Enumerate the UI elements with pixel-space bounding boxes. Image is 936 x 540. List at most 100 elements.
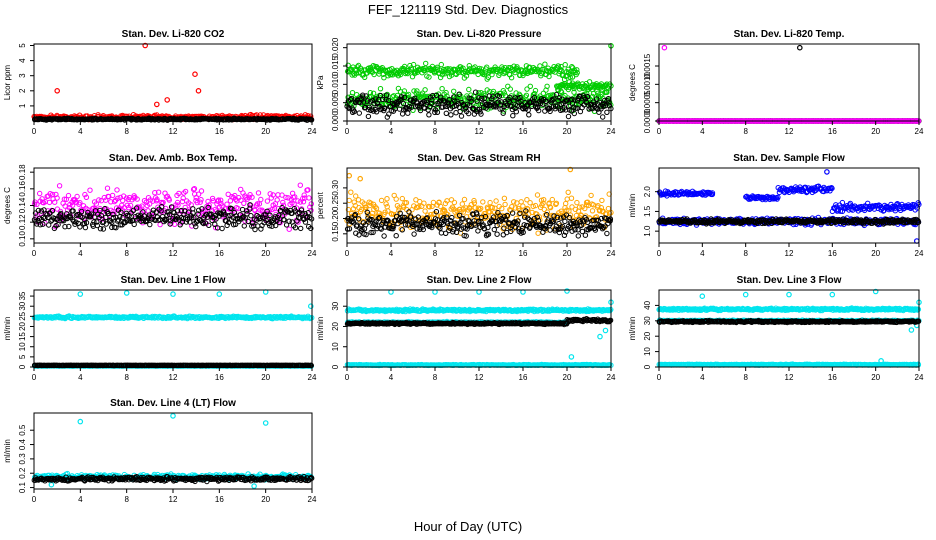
data-point: [451, 88, 457, 95]
data-point: [461, 196, 468, 203]
data-point: [422, 208, 428, 214]
data-point: [351, 71, 357, 77]
data-point: [451, 199, 458, 206]
data-point: [274, 197, 280, 203]
outlier-point: [796, 44, 803, 51]
x-tick-label: 12: [169, 249, 178, 258]
data-point: [569, 64, 575, 70]
panel-ylabel: Licor ppm: [3, 65, 12, 100]
data-point: [565, 189, 571, 196]
x-tick-label: 0: [345, 127, 350, 136]
data-point: [411, 231, 417, 237]
panel-ylabel: degrees C: [3, 187, 12, 224]
outlier-point: [142, 42, 149, 49]
data-point: [448, 112, 454, 118]
x-axis: 0 4 8 12 16 20 24: [32, 243, 317, 258]
figure-title: FEF_121119 Std. Dev. Diagnostics: [368, 2, 569, 17]
y-tick-label: 5: [18, 43, 27, 48]
data-point: [565, 113, 572, 120]
data-point: [393, 233, 399, 239]
data-point: [100, 226, 107, 232]
data-point: [455, 69, 462, 76]
x-tick-label: 4: [389, 249, 394, 258]
y-tick-label: 2: [18, 88, 27, 93]
data-point: [198, 188, 205, 194]
x-tick-label: 0: [657, 127, 662, 136]
y-tick-label: 0.020: [331, 37, 340, 58]
data-point: [384, 196, 390, 202]
x-tick-label: 24: [308, 249, 317, 258]
data-point: [346, 197, 352, 204]
x-axis: 0 4 8 12 16 20 24: [32, 121, 317, 136]
data-point: [485, 74, 492, 81]
data-point: [241, 200, 247, 207]
plot-frame: [346, 167, 612, 244]
data-point: [147, 221, 153, 228]
figure-xlabel: Hour of Day (UTC): [414, 519, 522, 534]
data-point: [505, 83, 511, 90]
y-tick-label: 1: [18, 103, 27, 108]
panel-ylabel: ml/min: [3, 317, 12, 341]
x-tick-label: 8: [743, 127, 748, 136]
y-tick-label: 1.5: [643, 205, 652, 217]
data-point: [381, 233, 387, 239]
data-points: [656, 44, 922, 124]
data-point: [114, 187, 120, 193]
data-point: [839, 199, 846, 206]
data-point: [472, 89, 479, 95]
panel-ylabel: percent: [316, 191, 325, 218]
x-tick-label: 16: [215, 127, 224, 136]
x-tick-label: 8: [433, 127, 438, 136]
data-point: [599, 197, 605, 204]
data-point: [534, 192, 541, 198]
data-point: [507, 86, 513, 92]
data-point: [480, 199, 486, 205]
data-point: [574, 67, 580, 73]
outlier-point: [54, 88, 61, 94]
y-tick-label: 0.12: [18, 214, 27, 230]
x-tick-label: 12: [475, 249, 484, 258]
x-tick-label: 8: [743, 249, 748, 258]
data-point: [381, 75, 387, 81]
data-point: [401, 63, 408, 70]
y-tick-label: 0.20: [331, 210, 340, 226]
y-axis: 0.100.120.140.160.18: [18, 164, 34, 247]
data-point: [549, 196, 555, 203]
data-point: [438, 61, 444, 68]
x-tick-label: 24: [915, 249, 924, 258]
y-tick-label: 1.0: [643, 225, 652, 237]
data-point: [562, 61, 568, 68]
data-point: [384, 204, 390, 210]
series-0: [31, 289, 315, 369]
data-point: [604, 230, 610, 237]
y-tick-label: 0.25: [331, 195, 340, 211]
data-point: [241, 223, 248, 229]
data-point: [439, 72, 445, 78]
data-point: [558, 67, 565, 74]
data-point: [582, 232, 589, 238]
data-points: [31, 289, 315, 369]
y-tick-label: 0.10: [18, 231, 27, 247]
data-point: [104, 185, 111, 191]
data-point: [349, 90, 356, 96]
outlier-point: [346, 172, 353, 179]
data-point: [546, 73, 552, 80]
outlier-point: [661, 44, 668, 51]
x-axis: 0 4 8 12 16 20 24: [345, 243, 616, 258]
data-point: [453, 71, 459, 77]
x-tick-label: 24: [915, 127, 924, 136]
data-point: [422, 87, 428, 93]
data-point: [404, 70, 411, 77]
y-tick-label: 0.30: [331, 180, 340, 196]
data-point: [258, 196, 264, 203]
x-tick-label: 16: [215, 249, 224, 258]
data-point: [535, 230, 541, 236]
panel-title: Stan. Dev. Sample Flow: [733, 153, 845, 164]
data-point: [131, 221, 137, 228]
panel-title: Stan. Dev. Li-820 CO2: [122, 29, 225, 40]
x-tick-label: 24: [607, 127, 616, 136]
data-point: [255, 190, 262, 196]
